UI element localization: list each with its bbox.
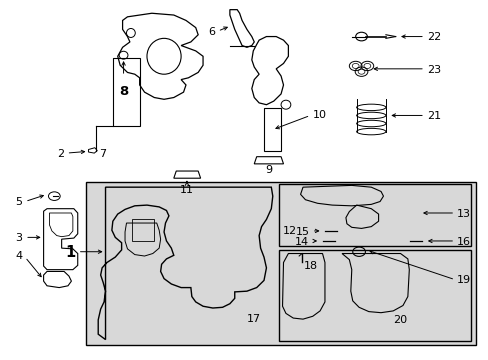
Text: 7: 7	[99, 149, 106, 159]
Text: 12: 12	[282, 226, 296, 236]
Text: 6: 6	[208, 27, 215, 37]
Text: 8: 8	[119, 85, 128, 98]
Bar	[86, 182, 475, 345]
Text: 3: 3	[16, 233, 22, 243]
Text: 10: 10	[312, 110, 326, 120]
Text: 9: 9	[265, 165, 272, 175]
Text: 22: 22	[427, 32, 441, 42]
Text: 14: 14	[295, 237, 309, 247]
Text: 5: 5	[16, 197, 22, 207]
Text: 1: 1	[65, 245, 75, 260]
Text: 21: 21	[427, 111, 441, 121]
Text: 20: 20	[393, 315, 407, 325]
Text: 13: 13	[456, 209, 470, 219]
Bar	[278, 250, 470, 341]
Text: 17: 17	[247, 314, 261, 324]
Text: 16: 16	[456, 237, 470, 247]
Text: 11: 11	[180, 185, 194, 195]
Bar	[278, 184, 470, 246]
Text: 4: 4	[16, 251, 22, 261]
Text: 19: 19	[456, 275, 470, 285]
Bar	[132, 220, 154, 241]
Text: 2: 2	[57, 149, 64, 159]
Text: 15: 15	[295, 227, 309, 237]
Text: 18: 18	[304, 261, 318, 271]
Text: 23: 23	[427, 64, 441, 75]
